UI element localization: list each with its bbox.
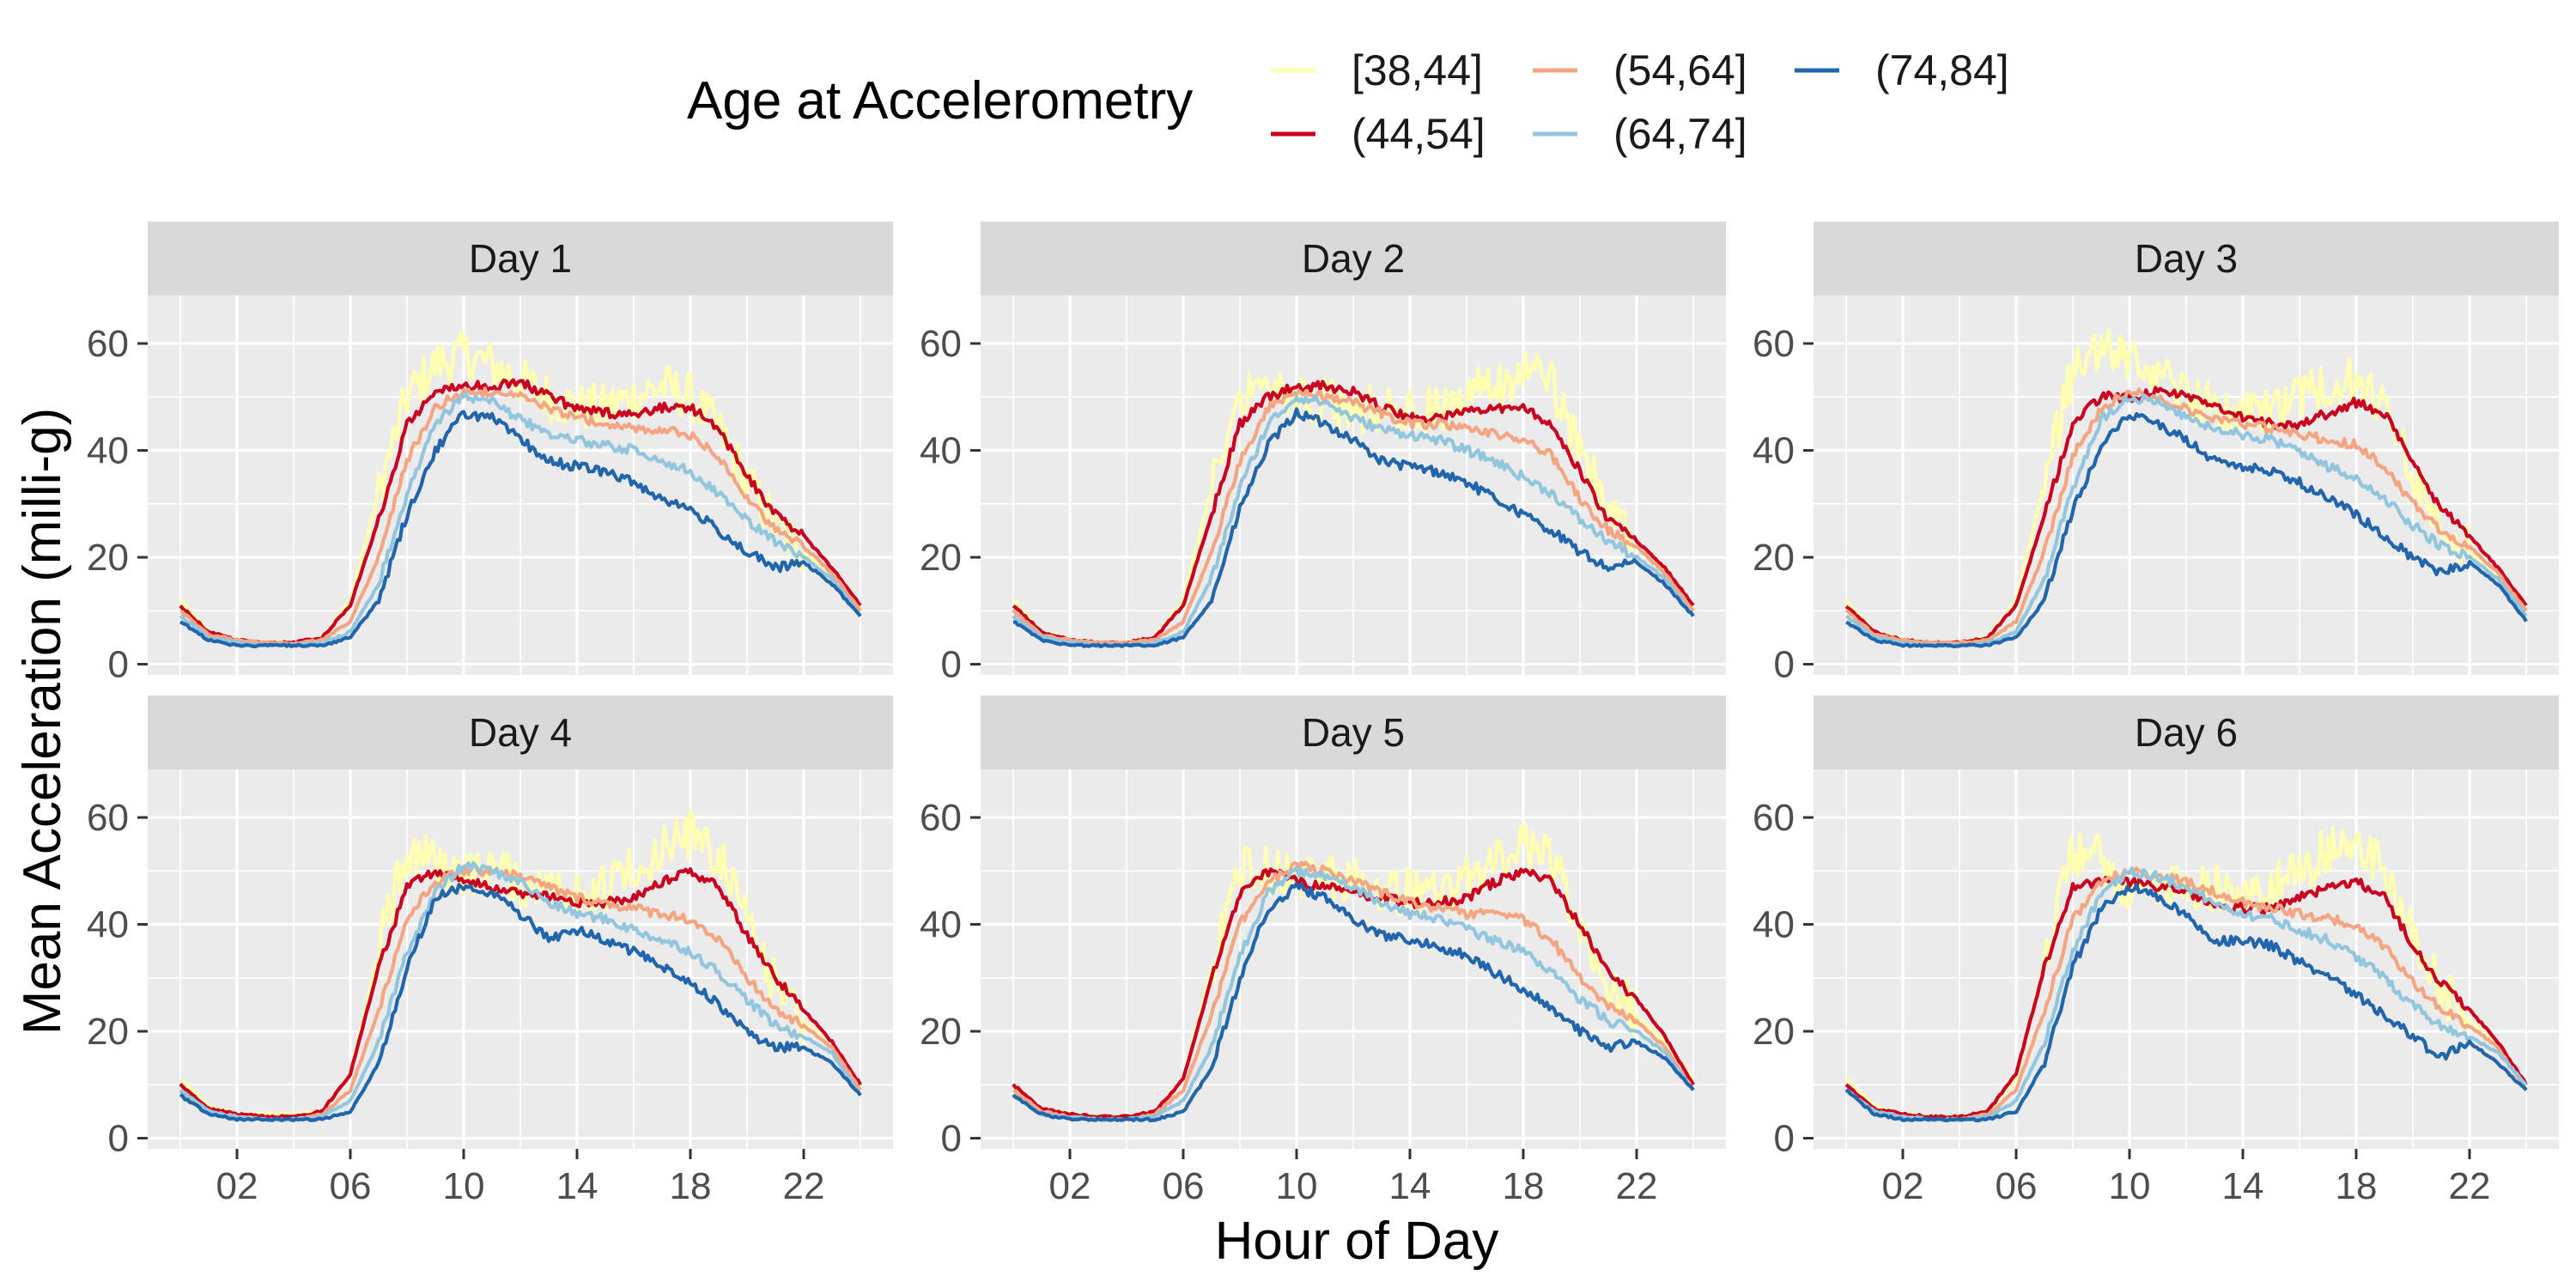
facet-strip-label: Day 2	[1302, 236, 1405, 281]
x-tick-label: 10	[443, 1165, 485, 1207]
x-tick-label: 06	[1163, 1165, 1205, 1207]
series-line--74-84-	[1845, 411, 2528, 648]
y-tick-label: 40	[1753, 430, 1795, 472]
y-tick-label: 40	[920, 430, 962, 472]
legend-label: (44,54]	[1352, 110, 1485, 158]
series-line--74-84-	[1012, 407, 1695, 648]
y-tick-label: 20	[87, 1011, 129, 1053]
facet-strip-label: Day 1	[469, 236, 572, 281]
series-line--74-84-	[179, 410, 862, 648]
facet-strip	[1814, 696, 2559, 769]
x-tick-label: 14	[2222, 1165, 2264, 1207]
y-tick-label: 20	[87, 537, 129, 579]
y-tick-label: 0	[108, 1118, 129, 1160]
legend-item: (44,54]	[1271, 110, 1485, 158]
y-tick-label: 60	[1753, 323, 1795, 365]
legend-title: Age at Accelerometry	[687, 71, 1193, 131]
y-tick-label: 60	[87, 323, 129, 365]
legend: Age at Accelerometry [38,44] (44,54] (54,6…	[687, 46, 2009, 158]
legend-item: [38,44]	[1271, 46, 1483, 94]
facet-panel: Day 3 0 20 40 60	[1753, 222, 2559, 686]
legend-item: (64,74]	[1533, 110, 1747, 158]
legend-label: (54,64]	[1613, 46, 1747, 94]
y-tick-label: 60	[920, 323, 962, 365]
y-tick-label: 20	[1753, 537, 1795, 579]
facet-strip-label: Day 3	[2135, 236, 2238, 281]
facet-strip	[148, 696, 893, 769]
facet-strip	[1814, 222, 2559, 295]
y-axis-title: Mean Acceleration (milli-g)	[13, 408, 72, 1035]
x-tick-label: 14	[556, 1165, 598, 1207]
legend-label: (74,84]	[1875, 46, 2009, 94]
x-tick-label: 02	[216, 1165, 258, 1207]
series-line--74-84-	[179, 883, 862, 1122]
y-tick-label: 0	[1774, 644, 1795, 686]
y-tick-label: 60	[87, 797, 129, 839]
series-line--38-44-	[179, 809, 862, 1117]
facet-panel: Day 2 0 20 40 60	[920, 222, 1726, 686]
series-line--74-84-	[1844, 883, 2528, 1123]
y-tick-label: 40	[920, 904, 962, 946]
y-tick-label: 0	[108, 644, 129, 686]
x-tick-label: 06	[1996, 1165, 2038, 1207]
legend-item: (54,64]	[1533, 46, 1747, 94]
x-tick-label: 22	[2449, 1165, 2491, 1207]
series-line--44-54-	[1012, 867, 1695, 1120]
y-tick-label: 40	[1753, 904, 1795, 946]
y-tick-label: 60	[920, 797, 962, 839]
x-tick-label: 22	[783, 1165, 825, 1207]
y-tick-label: 20	[1753, 1011, 1795, 1053]
y-tick-label: 20	[920, 1011, 962, 1053]
y-tick-label: 40	[87, 904, 129, 946]
series-line--44-54-	[179, 867, 862, 1120]
x-tick-label: 18	[670, 1165, 712, 1207]
x-tick-label: 22	[1616, 1165, 1658, 1207]
x-tick-label: 18	[1503, 1165, 1545, 1207]
facet-strip	[148, 222, 893, 295]
x-tick-label: 10	[2109, 1165, 2151, 1207]
y-tick-label: 0	[941, 644, 962, 686]
x-tick-label: 10	[1276, 1165, 1318, 1207]
legend-item: (74,84]	[1795, 46, 2009, 94]
x-tick-label: 18	[2336, 1165, 2378, 1207]
x-tick-label: 06	[330, 1165, 372, 1207]
facet-strip-label: Day 6	[2135, 710, 2238, 755]
x-axis-title: Hour of Day	[1215, 1212, 1499, 1271]
facet-strip	[981, 696, 1726, 769]
y-tick-label: 0	[1774, 1118, 1795, 1160]
facet-panel: Day 5 0 20 40 60 02 06 10 14 18 22	[920, 696, 1726, 1207]
x-tick-label: 02	[1049, 1165, 1091, 1207]
legend-label: (64,74]	[1613, 110, 1747, 158]
y-tick-label: 0	[941, 1118, 962, 1160]
facet-strip	[981, 222, 1726, 295]
series-line--74-84-	[1012, 882, 1695, 1123]
x-tick-label: 02	[1882, 1165, 1924, 1207]
facet-panel: Day 6 0 20 40 60 02 06 10 14 18 22	[1753, 696, 2559, 1207]
y-tick-label: 60	[1753, 797, 1795, 839]
y-tick-label: 20	[920, 537, 962, 579]
x-tick-label: 14	[1389, 1165, 1431, 1207]
facet-panel: Day 1 0 20 40 60	[87, 222, 893, 686]
y-tick-label: 40	[87, 430, 129, 472]
axis-titles: Hour of Day Mean Acceleration (milli-g)	[13, 408, 1498, 1271]
facet-panel: Day 4 0 20 40 60 02 06 10 14 18 22	[87, 696, 893, 1207]
facet-strip-label: Day 5	[1302, 710, 1405, 755]
legend-label: [38,44]	[1352, 46, 1483, 94]
facet-strip-label: Day 4	[469, 710, 572, 755]
